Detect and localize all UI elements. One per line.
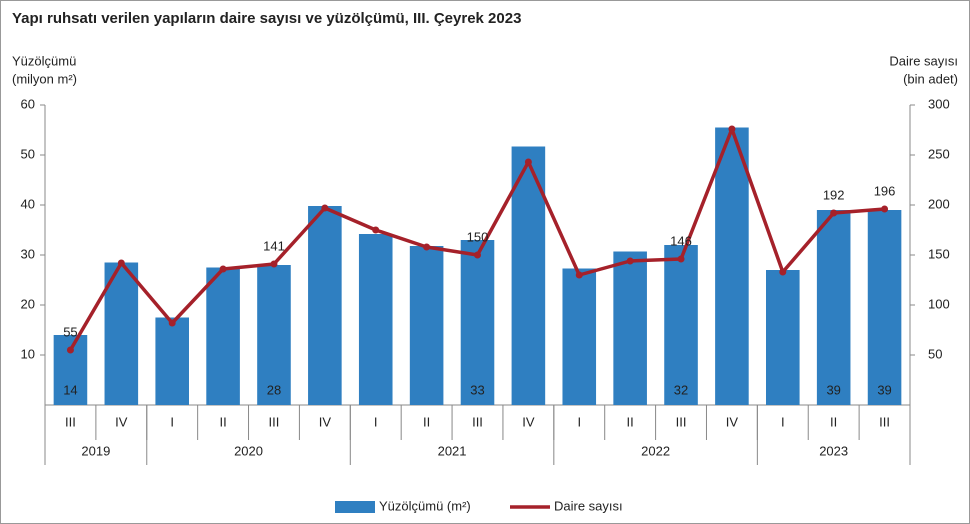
bar [562, 268, 597, 405]
chart-title: Yapı ruhsatı verilen yapıların daire say… [12, 10, 521, 27]
line-point [830, 209, 838, 217]
bar [308, 206, 342, 405]
y2-tick-label: 50 [928, 346, 942, 361]
x-tick-label: II [627, 414, 634, 429]
legend-swatch [335, 501, 375, 513]
x-tick-label: III [472, 414, 483, 429]
y-tick-label: 30 [21, 246, 35, 261]
line-value-label: 196 [874, 183, 896, 198]
y-tick-label: 60 [21, 96, 35, 111]
x-tick-label: IV [726, 414, 739, 429]
x-tick-label: III [676, 414, 687, 429]
line-point [728, 125, 736, 133]
bar [613, 251, 647, 405]
y2-tick-label: 100 [928, 296, 950, 311]
x-tick-label: I [374, 414, 378, 429]
line-point [474, 251, 481, 259]
line-point [881, 205, 889, 213]
y-tick-label: 40 [21, 196, 35, 211]
line-value-label: 150 [467, 229, 489, 244]
bar-value-label: 39 [877, 382, 891, 397]
y-tick-label: 20 [21, 296, 35, 311]
y2-axis-title: Daire sayısı [889, 53, 958, 68]
bar [816, 210, 851, 405]
x-tick-label: IV [115, 414, 128, 429]
y2-axis-title: (bin adet) [903, 71, 958, 86]
line-point [575, 271, 583, 279]
y-axis-title: (milyon m²) [12, 71, 77, 86]
group-label: 2019 [81, 443, 110, 458]
bar [155, 317, 189, 405]
line-point [219, 265, 227, 273]
line-point [677, 255, 685, 263]
x-tick-label: III [65, 414, 76, 429]
x-tick-label: III [269, 414, 280, 429]
line-value-label: 192 [823, 187, 845, 202]
bar [409, 246, 444, 405]
y2-tick-label: 200 [928, 196, 950, 211]
y2-tick-label: 250 [928, 146, 950, 161]
bar [766, 270, 800, 405]
bar-value-label: 14 [63, 382, 77, 397]
line-point [321, 204, 329, 212]
y-tick-label: 50 [21, 146, 35, 161]
x-tick-label: III [879, 414, 890, 429]
bar [460, 240, 495, 405]
x-tick-label: I [577, 414, 581, 429]
x-tick-label: II [423, 414, 430, 429]
line-point [168, 319, 176, 327]
x-tick-label: II [830, 414, 837, 429]
legend-label: Daire sayısı [554, 498, 623, 513]
y2-tick-label: 150 [928, 246, 950, 261]
y-tick-label: 10 [21, 346, 35, 361]
x-tick-label: I [170, 414, 174, 429]
group-label: 2023 [819, 443, 848, 458]
line-value-label: 146 [670, 233, 692, 248]
group-label: 2020 [234, 443, 263, 458]
bar-value-label: 33 [470, 382, 484, 397]
y2-tick-label: 300 [928, 96, 950, 111]
line-point [372, 226, 380, 234]
line-point [423, 243, 431, 251]
bar-value-label: 28 [267, 382, 281, 397]
y-axis-title: Yüzölçümü [12, 53, 76, 68]
line-point [66, 346, 74, 354]
line-point [270, 260, 278, 268]
line-point [626, 257, 634, 265]
bar [664, 245, 698, 405]
x-tick-label: IV [522, 414, 535, 429]
x-tick-label: I [781, 414, 785, 429]
legend-label: Yüzölçümü (m²) [379, 498, 471, 513]
bar [104, 262, 139, 405]
group-label: 2021 [438, 443, 467, 458]
bar-value-label: 39 [826, 382, 840, 397]
bar [867, 210, 902, 405]
bar-value-label: 32 [674, 382, 688, 397]
line-point [524, 158, 532, 166]
line-point [779, 268, 787, 276]
bar [358, 234, 393, 405]
x-tick-label: II [219, 414, 226, 429]
group-label: 2022 [641, 443, 670, 458]
bar [206, 267, 240, 405]
bar [715, 127, 749, 405]
x-tick-label: IV [319, 414, 332, 429]
line-point [117, 259, 125, 267]
bar [257, 265, 291, 405]
line-value-label: 141 [263, 238, 285, 253]
line-value-label: 55 [63, 324, 77, 339]
